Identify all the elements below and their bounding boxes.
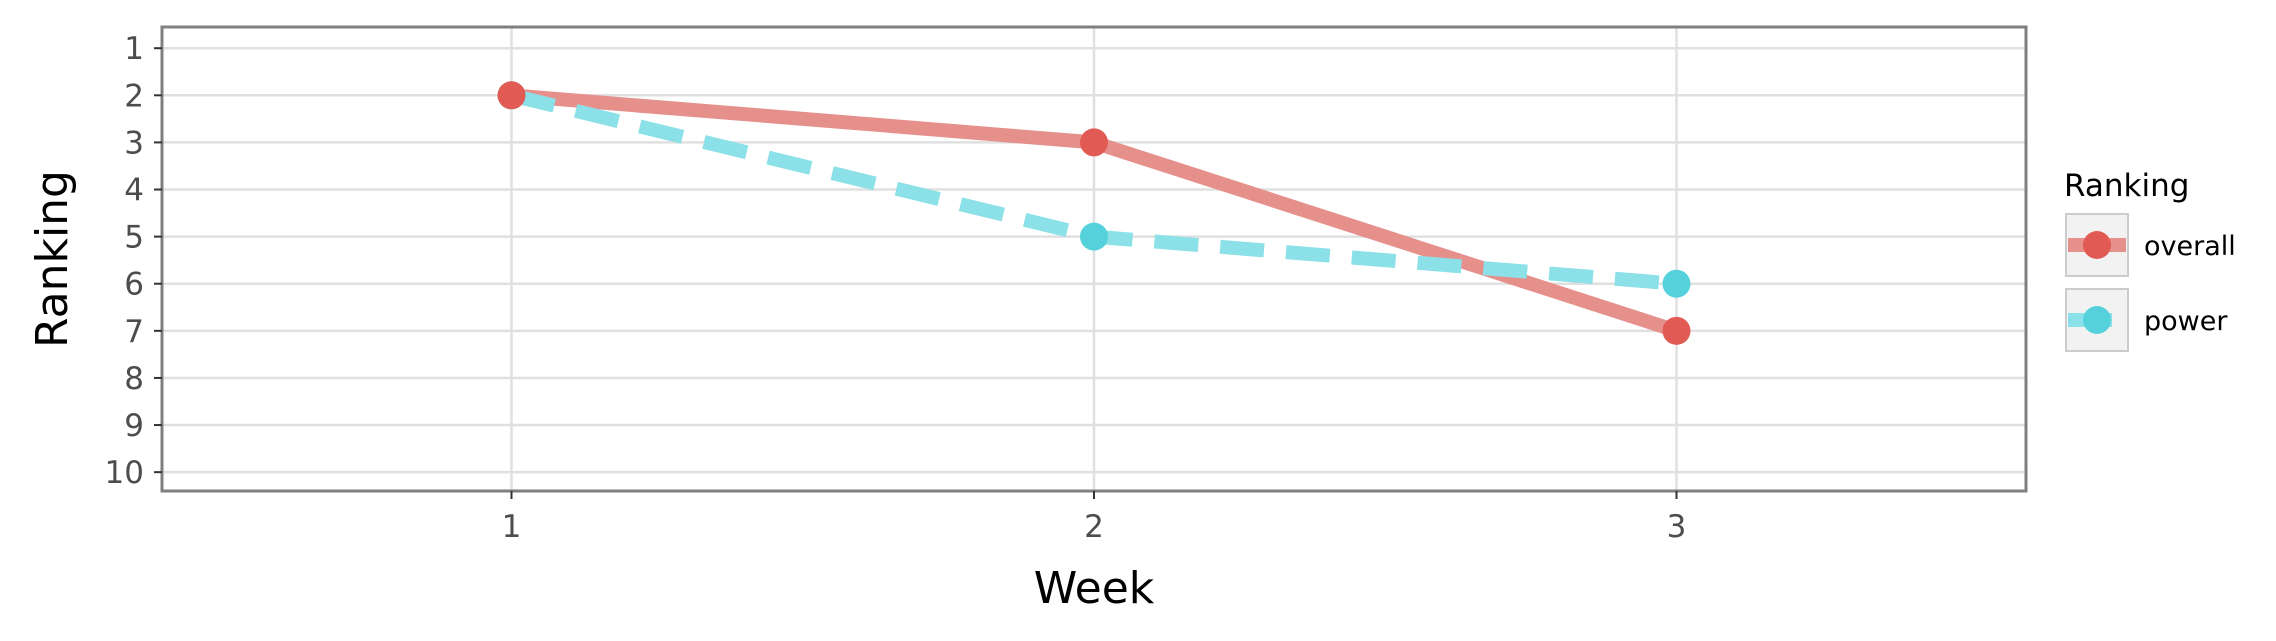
y-tick-label: 2 [124,78,144,114]
series-layer [497,81,1691,345]
x-tick-label: 1 [502,509,522,545]
legend: Ranking overall power [2064,168,2236,352]
legend-item-power: power [2065,288,2228,352]
x-tick-label: 3 [1667,509,1687,545]
x-axis-title: Week [1034,563,1155,614]
grid-lines [162,27,2026,491]
legend-items: overall power [2065,213,2236,352]
y-axis-title: Ranking [27,170,78,348]
axis-ticks: 1 2 3 4 5 6 7 8 9 10 1 2 3 [105,31,1687,545]
legend-key-point [2083,231,2111,259]
data-point-power [1080,222,1108,251]
y-tick-label: 9 [124,408,144,444]
y-tick-label: 8 [124,361,144,397]
data-point-power [1662,269,1691,298]
y-tick-label: 7 [124,314,144,350]
y-tick-label: 4 [124,173,144,209]
legend-label: power [2144,306,2228,337]
data-point-overall [497,81,526,110]
y-tick-label: 6 [124,267,144,303]
x-tick-label: 2 [1084,509,1104,545]
y-tick-label: 1 [124,31,144,67]
y-tick-label: 5 [124,220,144,256]
legend-label: overall [2144,231,2236,262]
data-point-overall [1662,316,1691,345]
legend-item-overall: overall [2065,213,2236,277]
y-tick-label: 3 [124,125,144,161]
legend-title: Ranking [2064,168,2189,204]
legend-key-point [2083,306,2111,334]
y-tick-label: 10 [105,455,144,491]
data-point-overall [1080,128,1108,157]
